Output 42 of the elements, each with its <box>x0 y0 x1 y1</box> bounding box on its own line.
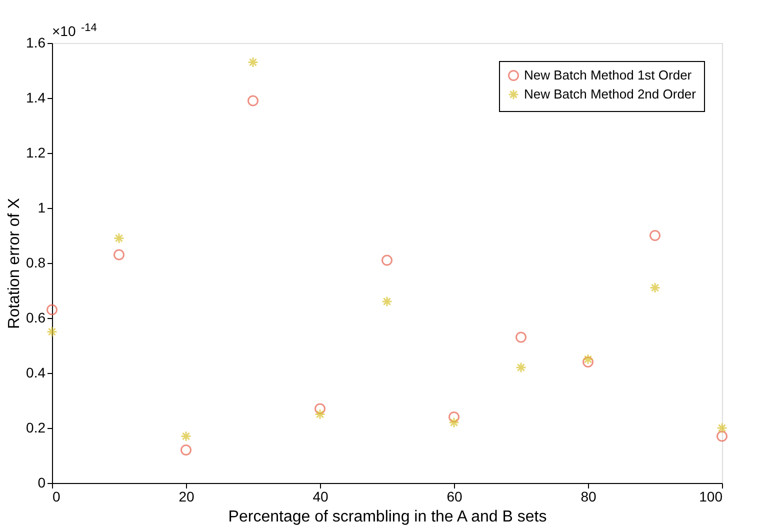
point <box>114 249 124 260</box>
y-tick-label: 1.4 <box>26 90 46 106</box>
point <box>114 232 124 244</box>
point <box>180 444 192 456</box>
x-tick-label: 60 <box>446 488 462 504</box>
text: ×10-14 <box>52 22 97 39</box>
point <box>248 56 258 68</box>
x-tick-label: 40 <box>312 488 328 504</box>
x-tick-label: 100 <box>699 488 723 504</box>
y-tick-label: 1 <box>38 200 46 216</box>
y-tick-label: 0.2 <box>26 420 46 436</box>
x-tick-label: 80 <box>580 488 596 504</box>
point <box>248 95 258 106</box>
point <box>180 430 192 442</box>
y-tick-label: 0.4 <box>26 364 46 380</box>
point <box>650 230 660 241</box>
y-axis-title: Rotation error of X <box>6 198 24 329</box>
legend-label: New Batch Method 2nd Order <box>524 86 697 102</box>
y-tick-label: 1.2 <box>26 144 46 160</box>
y-tick-label: 0.8 <box>26 254 46 270</box>
x-tick-label: 0 <box>52 488 60 504</box>
point <box>314 408 326 420</box>
y-tick-label: 0 <box>38 474 46 490</box>
legend-label: New Batch Method 1st Order <box>524 68 692 82</box>
point <box>582 356 594 368</box>
point <box>46 304 58 316</box>
point <box>582 354 594 365</box>
point <box>716 430 728 442</box>
point <box>448 417 460 428</box>
point <box>650 282 660 294</box>
point <box>382 296 392 307</box>
y-tick-label: 0.6 <box>26 310 46 326</box>
point <box>314 403 326 414</box>
y-tick-label: 1.6 <box>26 34 46 50</box>
point <box>382 254 392 266</box>
point <box>448 412 460 422</box>
point <box>516 332 526 343</box>
x-tick-label: 20 <box>178 488 194 504</box>
point <box>716 422 728 434</box>
x-axis-title: Percentage of scrambling in the A and B sets <box>228 508 547 526</box>
point <box>516 362 526 373</box>
point <box>46 326 58 338</box>
